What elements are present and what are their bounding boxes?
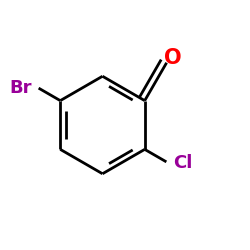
Text: O: O [164,48,182,68]
Text: Cl: Cl [173,154,193,172]
Text: Br: Br [9,79,32,97]
